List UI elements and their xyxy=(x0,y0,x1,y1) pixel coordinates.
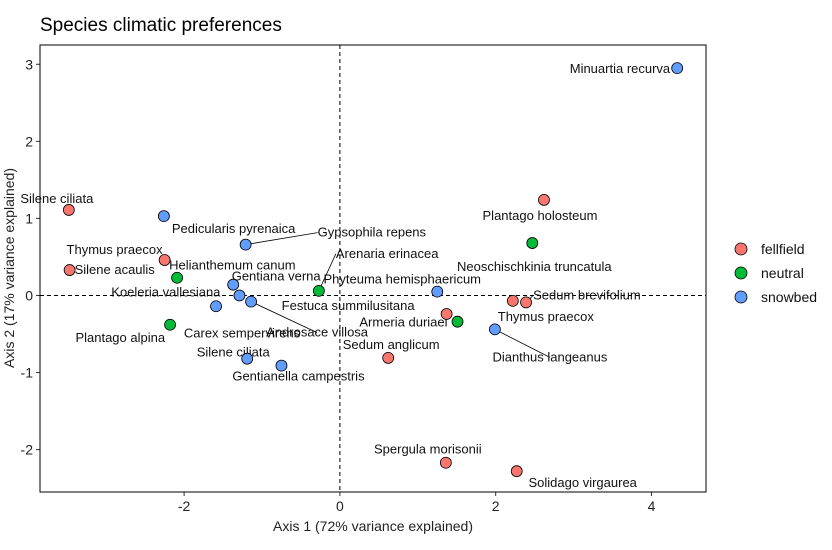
data-points xyxy=(62,62,684,478)
legend-label: snowbed xyxy=(761,289,817,305)
point-label: Pedicularis pyrenaica xyxy=(172,221,296,236)
label-leader-line xyxy=(494,329,551,358)
data-point xyxy=(538,194,550,206)
y-tick-label: 3 xyxy=(25,56,33,72)
data-point xyxy=(164,318,176,331)
data-point xyxy=(233,289,246,302)
point-label: Androsace villosa xyxy=(266,325,369,340)
data-point xyxy=(63,264,76,276)
data-point xyxy=(439,456,452,469)
data-point xyxy=(510,465,523,478)
point-label: Helianthemum canum xyxy=(169,258,295,273)
data-point xyxy=(520,296,532,309)
point-label: Gypsophila repens xyxy=(318,225,427,240)
point-label: Festuca summilusitana xyxy=(282,298,416,313)
legend-key-snowbed xyxy=(734,290,748,304)
legend: fellfield neutral snowbed xyxy=(734,241,817,305)
data-point xyxy=(275,359,288,372)
x-tick-label: 2 xyxy=(492,498,500,514)
point-label: Gentiana verna xyxy=(232,269,322,284)
reference-lines xyxy=(40,45,706,492)
point-label: Silene ciliata xyxy=(20,191,94,206)
data-point xyxy=(158,254,171,266)
point-label: Sedum anglicum xyxy=(343,337,440,352)
point-label: Thymus praecox xyxy=(498,309,595,324)
point-label: Sedum brevifolium xyxy=(533,287,641,302)
point-labels: Minuartia recurva Plantago holosteum Neosc… xyxy=(20,61,671,490)
label-leader-line xyxy=(245,232,318,246)
data-point xyxy=(506,294,519,307)
y-tick-label: -2 xyxy=(21,442,34,458)
data-point xyxy=(440,308,453,320)
x-axis-title: Axis 1 (72% variance explained) xyxy=(273,518,473,534)
data-point xyxy=(312,284,325,297)
y-tick-label: 1 xyxy=(25,210,33,226)
point-label: Thymus praecox xyxy=(67,242,164,257)
point-label: Carex sempervirens xyxy=(184,325,301,340)
point-label: Plantago holosteum xyxy=(483,208,598,223)
data-point xyxy=(227,278,240,291)
data-point xyxy=(171,271,183,284)
data-point xyxy=(526,237,539,249)
data-point xyxy=(489,323,501,336)
y-tick-label: -1 xyxy=(21,365,34,381)
chart-title: Species climatic preferences xyxy=(40,15,282,36)
point-label: Dianthus langeanus xyxy=(492,349,607,364)
point-label: Armeria duriaei xyxy=(359,315,447,330)
point-label: Silene ciliata xyxy=(197,345,271,360)
legend-label: fellfield xyxy=(761,241,805,257)
x-tick-label: -2 xyxy=(178,498,191,514)
point-label: Arenaria erinacea xyxy=(336,246,439,261)
y-axis-title: Axis 2 (17% variance explained) xyxy=(1,168,17,368)
point-label: Minuartia recurva xyxy=(570,61,671,76)
point-label: Plantago alpina xyxy=(75,330,165,345)
data-point xyxy=(210,300,222,313)
point-label: Silene acaulis xyxy=(75,262,156,277)
point-label: Spergula morisonii xyxy=(374,442,482,457)
data-point xyxy=(157,210,170,222)
data-point xyxy=(62,204,75,216)
point-label: Neoschischkinia truncatula xyxy=(457,259,612,274)
y-tick-label: 0 xyxy=(25,287,33,303)
data-point xyxy=(451,315,464,328)
data-point xyxy=(241,352,254,365)
data-point xyxy=(382,351,395,364)
plot-panel-border xyxy=(39,44,707,493)
data-point xyxy=(671,62,684,75)
y-tick-label: 2 xyxy=(25,133,33,149)
label-leader-line xyxy=(250,301,318,334)
point-label: Phyteuma hemisphaericum xyxy=(323,272,481,287)
axis-ticks: -2 0 2 4 -2 -1 0 1 2 3 xyxy=(21,56,656,514)
data-point xyxy=(239,238,252,251)
legend-key-fellfield xyxy=(734,242,748,256)
legend-label: neutral xyxy=(761,265,804,281)
x-tick-label: 4 xyxy=(648,498,656,514)
point-label: Gentianella campestris xyxy=(232,369,365,384)
label-leader-line xyxy=(318,253,337,292)
x-tick-label: 0 xyxy=(336,498,344,514)
legend-key-neutral xyxy=(734,266,748,280)
point-label: Koeleria vallesiana xyxy=(111,284,221,299)
data-point xyxy=(245,295,257,308)
data-point xyxy=(431,285,444,298)
point-label: Solidago virgaurea xyxy=(529,475,638,490)
